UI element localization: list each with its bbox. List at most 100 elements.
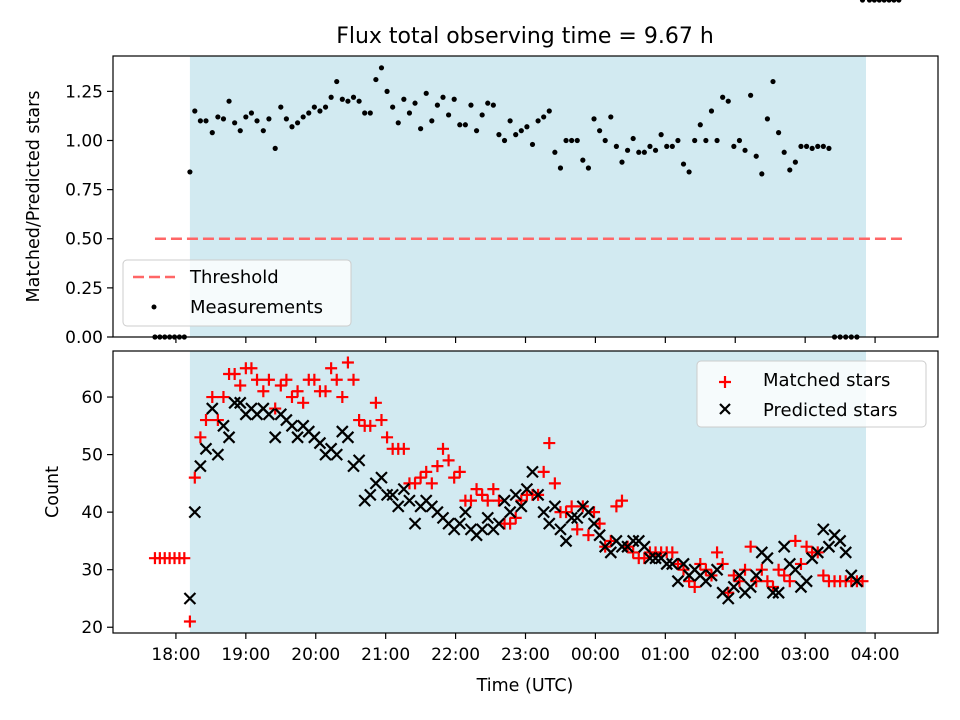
measurement-point xyxy=(445,112,452,118)
predicted-star-point xyxy=(453,517,467,530)
matched-star-point xyxy=(817,569,830,582)
predicted-star-point xyxy=(531,488,545,502)
matched-star-point xyxy=(397,442,410,455)
matched-star-point xyxy=(571,523,584,536)
chart-title: Flux total observing time = 9.67 h xyxy=(336,24,714,49)
x-axis-label: Time (UTC) xyxy=(476,676,574,696)
count-x-tick-label: 23:00 xyxy=(501,645,550,665)
measurement-point xyxy=(809,145,815,151)
matched-star-point xyxy=(560,506,573,519)
measurement-point xyxy=(468,102,474,108)
predicted-star-point xyxy=(626,534,640,548)
measurement-point xyxy=(703,137,709,144)
measurement-point xyxy=(485,100,491,106)
predicted-star-point xyxy=(671,574,685,588)
predicted-star-point xyxy=(341,431,355,444)
predicted-star-point xyxy=(643,551,657,565)
predicted-star-point xyxy=(188,505,202,519)
predicted-star-point xyxy=(817,523,830,536)
count-x-tick-label: 03:00 xyxy=(781,645,830,665)
measurement-point xyxy=(742,147,748,153)
predicted-star-point xyxy=(459,505,472,519)
matched-star-point xyxy=(856,575,869,588)
measurement-point xyxy=(496,132,502,138)
matched-star-point xyxy=(487,483,500,496)
predicted-star-point xyxy=(822,540,836,553)
predicted-star-point xyxy=(503,505,517,519)
predicted-star-point xyxy=(509,488,522,502)
measurement-point xyxy=(322,104,329,110)
matched-star-point xyxy=(481,494,494,507)
ratio-panel: 0.00 0.25 0.50 0.75 1.00 1.25 Matched/Predict… xyxy=(24,0,939,348)
matched-star-point xyxy=(325,362,338,375)
measurement-point xyxy=(886,0,892,3)
predicted-star-point xyxy=(638,540,651,553)
measurement-point xyxy=(462,122,468,128)
measurement-point xyxy=(591,116,597,122)
predicted-star-point xyxy=(492,517,506,530)
matched-star-point xyxy=(178,552,191,565)
measurement-point xyxy=(680,161,687,167)
predicted-star-point xyxy=(766,586,780,599)
measurement-point xyxy=(859,0,866,3)
measurement-point xyxy=(423,90,429,96)
measurements-legend-label: Measurements xyxy=(190,297,323,318)
measurement-point xyxy=(501,137,508,144)
measurement-point xyxy=(686,169,692,175)
matched-star-point xyxy=(548,477,561,490)
measurement-point xyxy=(613,143,619,149)
measurement-point xyxy=(896,0,902,3)
measurement-point xyxy=(759,171,765,177)
predicted-star-point xyxy=(285,419,299,433)
measurement-point xyxy=(513,132,519,138)
predicted-star-point xyxy=(542,517,556,530)
measurement-point xyxy=(209,130,215,136)
matched-star-point xyxy=(789,534,802,547)
matched-star-point xyxy=(476,488,489,501)
measurement-point xyxy=(248,110,255,116)
matched-legend-label: Matched stars xyxy=(763,370,890,391)
count-x-tick-label: 21:00 xyxy=(361,645,410,665)
measurement-point xyxy=(283,116,289,122)
measurement-point xyxy=(440,94,446,100)
predicted-star-point xyxy=(397,482,411,496)
measurement-point xyxy=(597,128,603,134)
predicted-star-point xyxy=(582,505,595,519)
measurement-point xyxy=(731,143,737,149)
predicted-star-point xyxy=(408,517,422,530)
predicted-star-point xyxy=(481,511,495,525)
measurement-point xyxy=(866,0,873,3)
predicted-star-point xyxy=(593,528,606,542)
measurement-point xyxy=(272,145,278,151)
matched-star-point xyxy=(274,379,287,392)
predicted-star-point xyxy=(850,574,864,588)
ratio-y-ticks: 0.00 0.25 0.50 0.75 1.00 1.25 xyxy=(65,82,113,348)
predicted-star-point xyxy=(777,540,791,553)
measurement-point xyxy=(580,157,586,163)
measurement-point xyxy=(278,104,284,110)
measurement-point xyxy=(602,137,608,144)
measurement-point xyxy=(232,120,238,126)
measurement-point xyxy=(334,78,340,85)
count-x-tick-label: 22:00 xyxy=(431,645,480,665)
matched-star-point xyxy=(319,385,332,398)
matched-star-point xyxy=(341,356,354,369)
measurement-point xyxy=(518,128,524,134)
predicted-star-point xyxy=(498,494,511,507)
measurement-point xyxy=(624,147,631,153)
predicted-star-point xyxy=(721,592,735,605)
count-x-tick-label: 19:00 xyxy=(221,645,270,665)
measurement-point xyxy=(226,98,232,104)
count-x-tick-label: 01:00 xyxy=(641,645,690,665)
measurement-point xyxy=(569,137,575,144)
predicted-star-point xyxy=(660,557,674,571)
measurement-point xyxy=(187,169,193,175)
matched-star-point xyxy=(330,373,343,386)
matched-star-point xyxy=(767,580,779,593)
matched-star-point xyxy=(504,517,517,530)
predicted-star-point xyxy=(391,500,405,513)
count-y-tick-label: 60 xyxy=(81,388,103,408)
measurement-point xyxy=(585,165,592,171)
matched-star-point xyxy=(369,396,382,409)
count-y-tick-label: 50 xyxy=(81,446,103,466)
